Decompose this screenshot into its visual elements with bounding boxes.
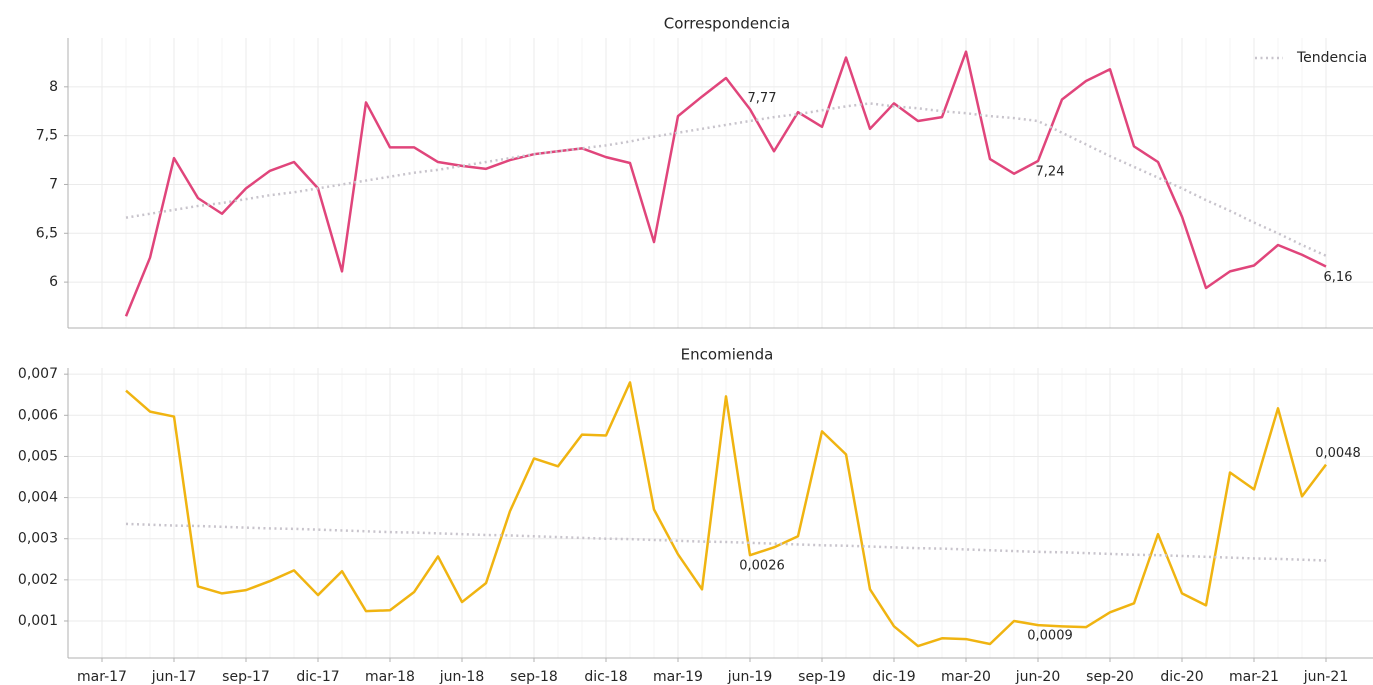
value-label: 6,16 <box>1324 270 1353 285</box>
x-tick-label: jun-20 <box>1015 669 1061 685</box>
x-tick-label: mar-20 <box>941 669 991 685</box>
value-label: 0,0009 <box>1027 629 1073 644</box>
value-label: 7,77 <box>748 91 777 106</box>
data-line <box>125 381 1327 648</box>
y-tick-label: 0,005 <box>18 448 58 464</box>
x-tick-label: sep-17 <box>222 669 270 685</box>
y-tick-label: 0,006 <box>18 407 58 423</box>
value-label: 7,24 <box>1036 165 1065 180</box>
y-tick-label: 0,004 <box>18 490 58 506</box>
legend-label: Tendencia <box>1296 50 1367 66</box>
y-tick-label: 0,007 <box>18 366 58 382</box>
x-tick-label: dic-18 <box>584 669 627 685</box>
chart-title: Encomienda <box>681 346 774 364</box>
y-tick-label: 6 <box>49 274 58 290</box>
x-tick-label: dic-17 <box>296 669 339 685</box>
x-tick-label: jun-17 <box>151 669 197 685</box>
x-tick-label: mar-21 <box>1229 669 1279 685</box>
x-tick-label: mar-17 <box>77 669 127 685</box>
x-tick-label: sep-19 <box>798 669 846 685</box>
trend-line <box>125 522 1327 562</box>
y-tick-label: 0,001 <box>18 613 58 629</box>
y-tick-label: 8 <box>49 79 58 95</box>
x-tick-label: dic-19 <box>872 669 915 685</box>
x-tick-label: mar-18 <box>365 669 415 685</box>
data-line <box>124 50 1327 317</box>
value-label: 0,0048 <box>1315 446 1361 461</box>
y-tick-label: 0,002 <box>18 572 58 588</box>
y-tick-label: 7 <box>49 176 58 192</box>
x-tick-label: mar-19 <box>653 669 703 685</box>
x-tick-label: jun-19 <box>727 669 773 685</box>
trend-line <box>125 102 1327 257</box>
y-tick-label: 6,5 <box>36 225 58 241</box>
x-tick-label: jun-18 <box>439 669 485 685</box>
x-tick-label: jun-21 <box>1303 669 1349 685</box>
x-tick-label: sep-18 <box>510 669 558 685</box>
x-tick-label: sep-20 <box>1086 669 1134 685</box>
value-label: 0,0026 <box>739 559 785 574</box>
y-tick-label: 0,003 <box>18 531 58 547</box>
chart-title: Correspondencia <box>664 15 791 33</box>
x-tick-label: dic-20 <box>1160 669 1203 685</box>
y-tick-label: 7,5 <box>36 128 58 144</box>
